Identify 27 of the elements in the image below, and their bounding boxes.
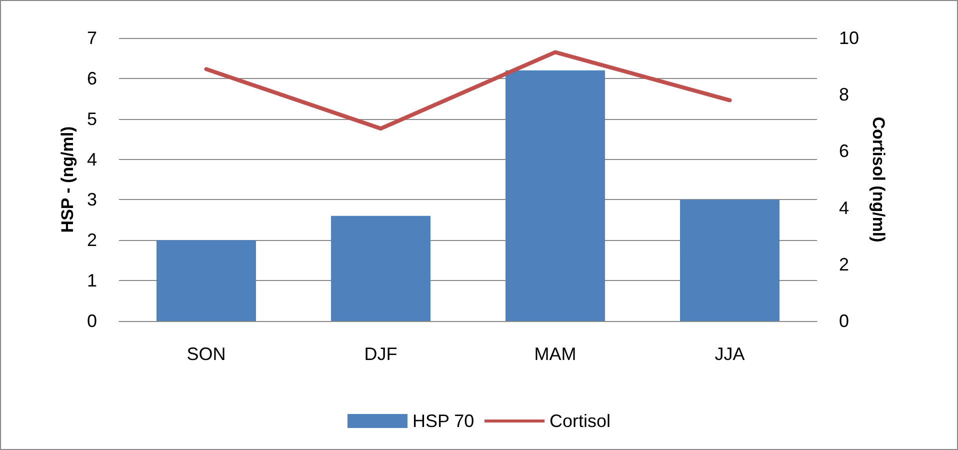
y-tick-label: 1 <box>86 270 97 291</box>
bar <box>156 240 256 321</box>
y2-tick-label: 4 <box>839 198 850 218</box>
line-series <box>204 50 732 131</box>
y2-tick-label: 2 <box>839 254 850 274</box>
x-tick-label: DJF <box>364 344 398 364</box>
y-tick-label: 3 <box>86 190 97 210</box>
y-tick-label: 6 <box>86 68 97 88</box>
legend-label: HSP 70 <box>412 411 474 431</box>
y2-tick-label: 10 <box>839 28 860 48</box>
y-tick-label: 7 <box>86 28 97 48</box>
y2-tick-label: 8 <box>839 84 850 105</box>
legend-label: Cortisol <box>550 411 611 431</box>
y-tick-label: 4 <box>86 149 97 170</box>
bar <box>680 200 780 321</box>
y2-tick-label: 6 <box>839 141 850 162</box>
x-tick-label: MAM <box>534 344 576 364</box>
y-tick-label: 0 <box>86 311 97 331</box>
x-tick-label: SON <box>186 344 226 364</box>
y2-tick-label: 0 <box>839 311 850 331</box>
y-tick-label: 5 <box>86 108 97 129</box>
y-axis-title: HSP - (ng/ml) <box>58 126 78 233</box>
y2-axis-title: Cortisol (ng/ml) <box>868 116 888 242</box>
y-tick-label: 2 <box>86 230 97 250</box>
bar <box>506 70 605 321</box>
bar <box>331 216 430 321</box>
x-tick-label: JJA <box>714 344 745 364</box>
